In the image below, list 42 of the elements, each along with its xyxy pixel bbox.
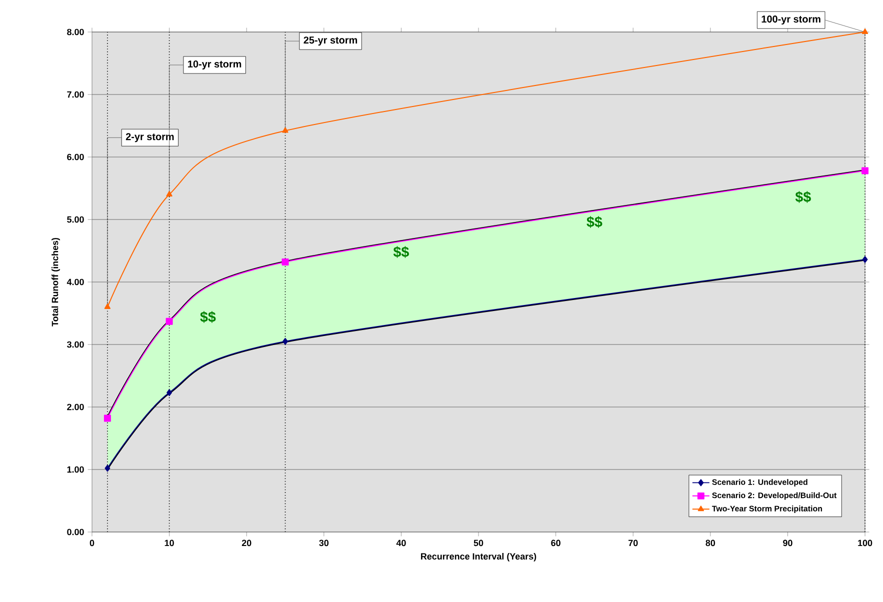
point (282, 127, 288, 133)
x-tick-label: 80 (706, 540, 716, 546)
point (282, 338, 288, 345)
y-tick-label: 5.00 (67, 216, 84, 223)
y-tick-label: 8.00 (67, 28, 84, 36)
point (104, 304, 111, 309)
annotation: 25-yr storm (304, 36, 358, 46)
y-tick-label: 1.00 (67, 466, 84, 473)
x-tick-label: 100 (858, 540, 872, 546)
x-tick-label: 40 (396, 540, 406, 546)
x-tick-label: 30 (319, 540, 329, 546)
y-tick-label: 7.00 (67, 91, 84, 98)
annotation: $$ (586, 216, 602, 228)
point (862, 167, 868, 174)
x-tick-label: 20 (242, 540, 252, 546)
annotation: 100-yr storm (762, 16, 820, 25)
y-tick-label: 3.00 (66, 341, 84, 348)
x-tick-label: 0 (90, 540, 94, 546)
annotation: $$ (393, 246, 409, 258)
point (282, 258, 289, 266)
annotation: 2-yr storm (126, 133, 174, 142)
point (166, 389, 172, 396)
annotation: 10-yr storm (188, 60, 242, 70)
point (862, 256, 868, 263)
y-axis-title: Total Runoff (inches) (52, 238, 60, 326)
x-tick-label: 50 (474, 540, 484, 546)
x-axis-title: Recurrence Interval (Years) (421, 552, 536, 562)
point (166, 191, 172, 196)
point (104, 414, 111, 422)
x-tick-label: 10 (164, 540, 174, 546)
point (104, 464, 110, 472)
point (862, 28, 868, 34)
point (166, 318, 173, 325)
x-tick-label: 70 (628, 540, 638, 546)
y-tick-label: 0.00 (67, 528, 84, 536)
x-tick-label: 90 (783, 540, 792, 546)
y-tick-label: 4.00 (66, 278, 84, 286)
y-tick-label: 2.00 (67, 404, 84, 410)
annotation: $$ (200, 311, 216, 323)
y-tick-label: 6.00 (67, 154, 84, 160)
annotation: $$ (795, 191, 811, 203)
x-tick-label: 60 (551, 540, 560, 546)
